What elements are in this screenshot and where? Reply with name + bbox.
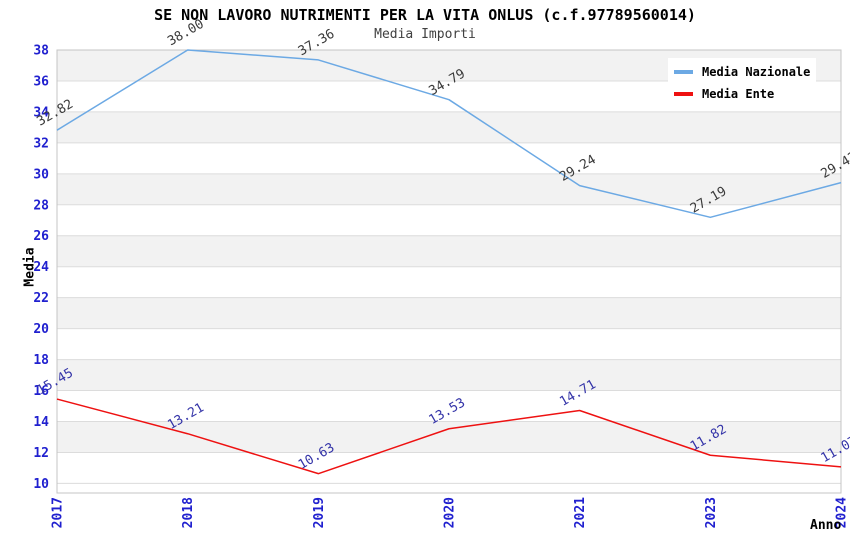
y-tick-label: 20 [33, 322, 49, 337]
x-tick-label: 2017 [51, 497, 66, 528]
data-label: 38.00 [165, 17, 206, 50]
x-tick-label: 2020 [443, 497, 458, 528]
y-tick-label: 32 [33, 136, 49, 151]
x-axis-title: Anno [810, 518, 842, 533]
y-tick-label: 18 [33, 353, 49, 368]
y-tick-label: 14 [33, 415, 49, 430]
plot-band [57, 359, 841, 391]
y-tick-label: 28 [33, 198, 49, 213]
y-tick-label: 34 [33, 105, 49, 120]
y-tick-label: 16 [33, 384, 49, 399]
x-tick-label: 2024 [835, 497, 850, 528]
legend-swatch-media-ente [674, 92, 693, 96]
plot-band [57, 111, 841, 143]
plot-border [56, 49, 842, 494]
y-tick-label: 30 [33, 167, 49, 182]
legend-swatch-media-nazionale [674, 70, 693, 74]
series-line-media-ente [56, 398, 842, 475]
legend-item-media-ente: Media Ente [674, 83, 810, 105]
y-tick-label: 12 [33, 446, 49, 461]
plot-band [57, 297, 841, 329]
legend-label-media-ente: Media Ente [702, 87, 775, 101]
x-tick-label: 2021 [573, 497, 588, 528]
data-label: 15.45 [35, 366, 76, 399]
x-tick-label: 2019 [312, 497, 327, 528]
data-label: 29.43 [819, 149, 850, 182]
y-tick-label: 10 [33, 477, 49, 492]
legend-item-media-nazionale: Media Nazionale [674, 61, 810, 83]
legend-label-media-nazionale: Media Nazionale [702, 65, 811, 79]
chart-subtitle: Media Importi [374, 27, 476, 42]
plot-band [57, 235, 841, 267]
y-tick-label: 22 [33, 291, 49, 306]
y-tick-label: 36 [33, 74, 49, 89]
legend: Media Nazionale Media Ente [668, 58, 817, 108]
series-line-media-nazionale [56, 49, 842, 219]
y-tick-label: 24 [33, 260, 49, 275]
x-tick-label: 2018 [181, 497, 196, 528]
plot-band [57, 173, 841, 205]
chart-title: SE NON LAVORO NUTRIMENTI PER LA VITA ONL… [154, 6, 696, 24]
y-tick-label: 26 [33, 229, 49, 244]
y-tick-label: 38 [33, 44, 49, 59]
plot-band [57, 421, 841, 453]
x-tick-label: 2023 [704, 497, 719, 528]
